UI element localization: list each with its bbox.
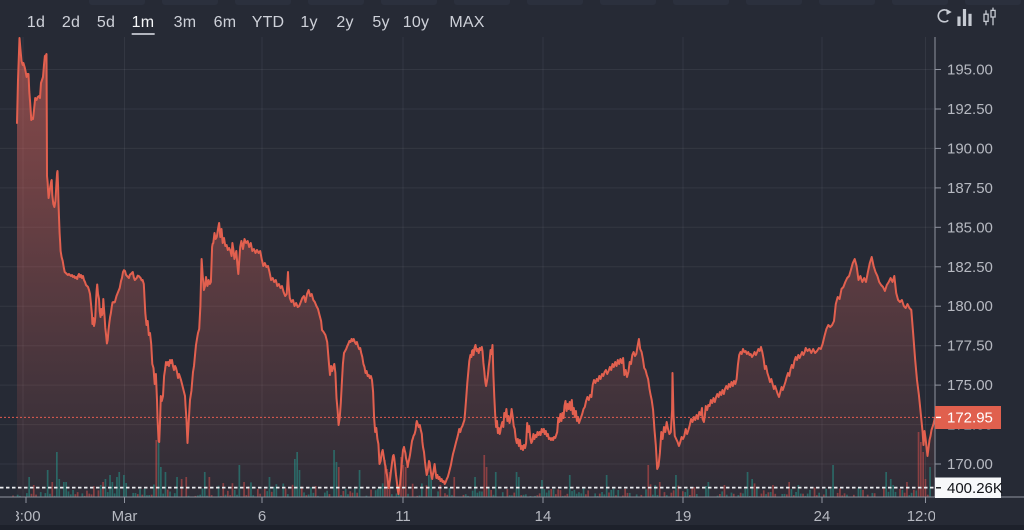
svg-text:187.50: 187.50 [947,180,993,197]
svg-text:14: 14 [535,508,552,525]
svg-text:185.00: 185.00 [947,219,993,236]
svg-text:11: 11 [395,508,411,525]
svg-text:19: 19 [675,508,692,525]
svg-text:192.50: 192.50 [947,101,993,118]
svg-text:170.00: 170.00 [947,456,993,473]
svg-text:8:00: 8:00 [11,508,40,525]
svg-text:180.00: 180.00 [947,298,993,315]
svg-text:195.00: 195.00 [947,62,993,79]
svg-text:24: 24 [814,508,831,525]
svg-text:175.00: 175.00 [947,377,993,394]
svg-text:400.26K: 400.26K [947,480,1003,497]
svg-text:Mar: Mar [112,508,138,525]
svg-text:12:00: 12:00 [907,508,945,525]
svg-text:190.00: 190.00 [947,140,993,157]
svg-text:172.95: 172.95 [947,410,993,427]
svg-text:177.50: 177.50 [947,338,993,355]
svg-text:182.50: 182.50 [947,259,993,276]
svg-text:6: 6 [258,508,266,525]
